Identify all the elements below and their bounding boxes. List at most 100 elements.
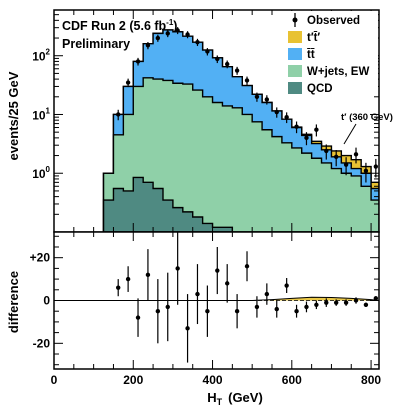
status-label: Preliminary (62, 37, 130, 51)
data-point (185, 32, 190, 37)
tick-base: 10 (32, 167, 46, 181)
data-point (155, 35, 161, 41)
y-tick-label-main: 102 (32, 48, 50, 64)
data-point (363, 168, 369, 174)
legend-marker-point (292, 17, 298, 23)
y-axis-label-main: events/25 GeV (6, 71, 21, 160)
data-point (373, 164, 379, 169)
legend-label: Observed (307, 15, 360, 27)
data-point (145, 43, 151, 48)
x-axis-label-unit: (GeV) (228, 390, 263, 405)
data-point (264, 97, 270, 102)
legend-swatch (288, 31, 302, 43)
ratio-point (373, 296, 379, 301)
ratio-point (294, 309, 299, 314)
annotation-arrow (343, 123, 357, 145)
ratio-point (324, 300, 329, 305)
data-point (135, 59, 141, 64)
y-axis-label-ratio: difference (6, 271, 21, 333)
ratio-point (165, 304, 170, 310)
data-point (314, 127, 319, 132)
data-point (205, 49, 210, 54)
tick-base: 10 (32, 50, 46, 64)
tick-exponent: 2 (46, 48, 51, 57)
tick-exponent: 1 (46, 106, 51, 115)
ratio-point (353, 298, 359, 303)
y-tick-label-main: 101 (32, 106, 50, 122)
legend-label: t′t̄′ (307, 32, 320, 44)
ratio-point (264, 291, 270, 297)
x-axis-label-main: H (207, 390, 216, 405)
legend-swatch (288, 82, 302, 94)
y-tick-label-ratio: -20 (33, 336, 51, 350)
data-point (343, 162, 349, 167)
x-tick-label: 400 (203, 373, 223, 387)
tick-exponent: 0 (46, 165, 51, 174)
ratio-point (205, 309, 210, 314)
data-point (254, 94, 260, 99)
legend-label: t̄t̄ (307, 49, 315, 61)
x-axis-label: HT (GeV) (207, 390, 263, 407)
ratio-point (125, 276, 131, 282)
data-point (274, 109, 279, 115)
ratio-point (234, 309, 240, 314)
data-point (324, 148, 329, 154)
data-point (165, 31, 170, 36)
data-point (195, 39, 200, 45)
ratio-point (175, 266, 180, 271)
legend-label: W+jets, EW (307, 66, 369, 78)
ratio-point (225, 281, 230, 286)
data-point (353, 152, 359, 157)
ratio-point (254, 304, 260, 310)
experiment-label: CDF Run 2 (5.6 fb-1) (62, 18, 177, 33)
x-tick-label: 0 (51, 373, 58, 387)
data-point (116, 112, 121, 117)
ratio-point (304, 304, 309, 310)
y-tick-label-ratio: +20 (30, 251, 51, 265)
experiment-label-end: ) (173, 19, 177, 33)
data-point (125, 80, 131, 85)
ratio-panel: +20 0 -20 0 200 400 600 800 (30, 231, 381, 387)
legend-swatch (288, 65, 302, 77)
ratio-point (185, 326, 190, 331)
legend-swatch (288, 48, 302, 60)
ratio-point (274, 306, 279, 312)
ratio-point (215, 268, 220, 273)
data-point (234, 68, 240, 73)
data-point (175, 28, 180, 33)
data-point (244, 78, 250, 83)
data-point (304, 135, 309, 141)
data-point (225, 61, 230, 67)
series-w-jets-ew (102, 77, 379, 232)
experiment-label-main: CDF Run 2 (5.6 fb (62, 19, 167, 33)
ratio-point (155, 309, 161, 314)
x-tick-label: 800 (361, 373, 381, 387)
ratio-point (195, 291, 200, 297)
x-tick-label: 600 (282, 373, 302, 387)
data-point (284, 114, 289, 120)
ratio-point (135, 315, 141, 320)
ratio-point (314, 302, 319, 307)
legend: Observed t′t̄′ t̄t̄ W+jets, EW QCD (284, 11, 378, 96)
ratio-point (145, 272, 151, 278)
legend-label: QCD (307, 83, 333, 95)
ratio-point (116, 285, 121, 290)
ratio-point (343, 300, 349, 305)
data-point (294, 124, 299, 129)
observed-points (116, 27, 379, 183)
ratio-point (363, 302, 369, 307)
y-tick-label-ratio: 0 (43, 294, 50, 308)
x-tick-label: 200 (123, 373, 143, 387)
signal-annotation: t′ (360 GeV) (341, 112, 393, 123)
histogram-area (102, 77, 379, 232)
ratio-point (333, 300, 339, 305)
ratio-point (284, 283, 289, 288)
experiment-label-sup: -1 (166, 18, 174, 27)
x-axis-label-sub: T (217, 397, 223, 407)
ratio-point (244, 264, 250, 269)
data-point (333, 154, 339, 160)
tick-base: 10 (32, 108, 46, 122)
y-tick-label-main: 100 (32, 165, 50, 181)
data-point (215, 56, 220, 62)
